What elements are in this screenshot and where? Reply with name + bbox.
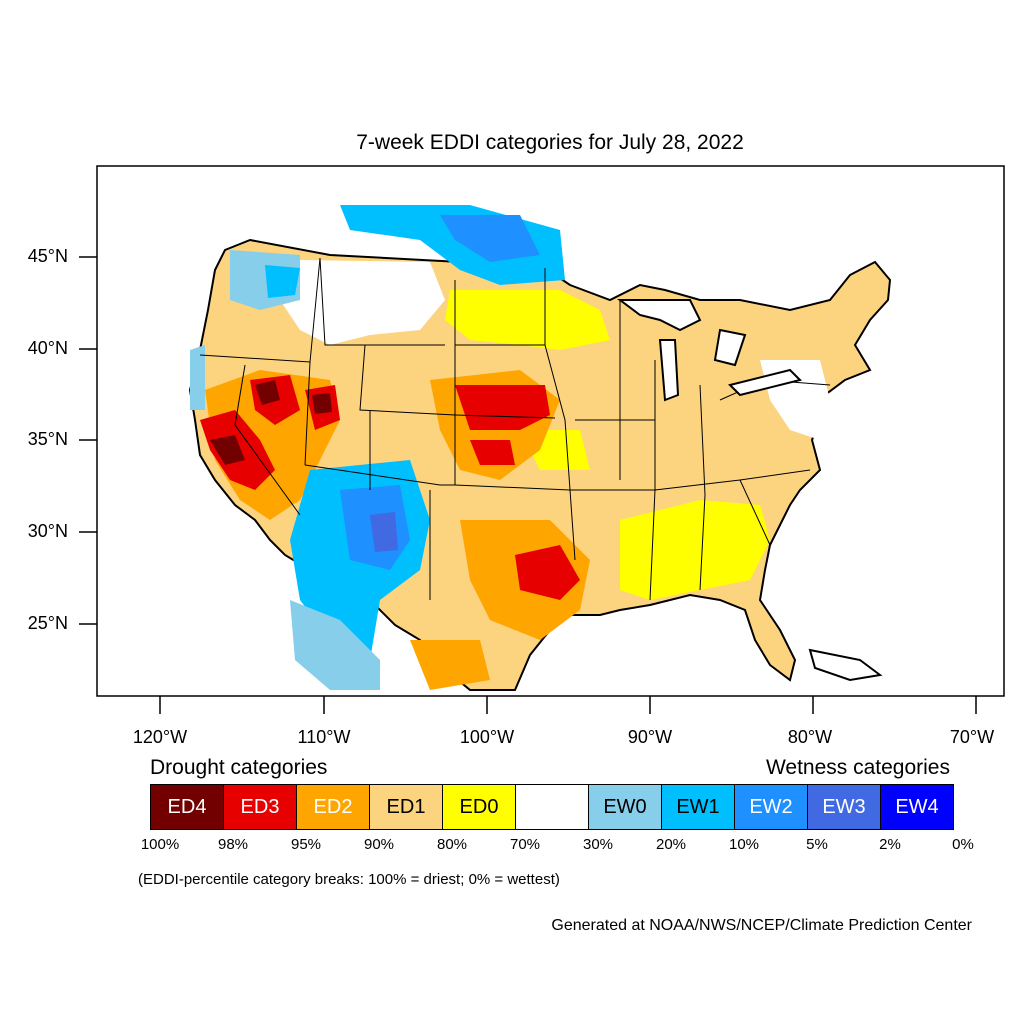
legend-box-ed0: ED0	[442, 784, 516, 830]
ew2-north	[440, 215, 540, 262]
percentile-break-label: 90%	[363, 836, 395, 853]
lon-label-110: 110°W	[297, 727, 351, 747]
caribbean-islands	[808, 648, 883, 682]
lat-label-30: 30°N	[27, 521, 68, 541]
lat-label-25: 25°N	[27, 613, 68, 633]
legend-box-ew1: EW1	[661, 784, 735, 830]
lon-label-100: 100°W	[459, 727, 515, 747]
wetness-heading: Wetness categories	[765, 756, 950, 779]
lon-label-70: 70°W	[949, 727, 995, 747]
lon-label-80: 80°W	[787, 727, 833, 747]
percentile-break-label: 2%	[879, 836, 901, 853]
map-frame	[96, 165, 1005, 697]
map-content	[188, 205, 892, 691]
ed3-texas	[515, 545, 580, 600]
axis-ticks	[79, 256, 977, 714]
ed0-northern-plains	[445, 290, 610, 350]
percentile-break-label: 5%	[806, 836, 828, 853]
percentile-break-label: 10%	[728, 836, 760, 853]
ed3-nebraska	[455, 385, 550, 430]
ed4-utah	[312, 393, 332, 414]
percentile-break-label: 30%	[582, 836, 614, 853]
great-lakes	[617, 299, 802, 402]
lon-label-90: 90°W	[627, 727, 673, 747]
legend-box-ew0: EW0	[588, 784, 662, 830]
percentile-break-label: 80%	[436, 836, 468, 853]
lat-label-45: 45°N	[27, 246, 68, 266]
category-note: (EDDI-percentile category breaks: 100% =…	[138, 871, 560, 888]
percentile-break-label: 98%	[217, 836, 249, 853]
map-title: 7-week EDDI categories for July 28, 2022	[356, 131, 744, 154]
lat-label-35: 35°N	[27, 429, 68, 449]
ed0-southeast	[620, 500, 770, 600]
legend-box-ew2: EW2	[734, 784, 808, 830]
ew0-west-coast	[190, 345, 205, 410]
percentile-break-label: 20%	[655, 836, 687, 853]
ed2-southwest-texas	[410, 640, 490, 690]
percentile-break-label: 100%	[140, 836, 180, 853]
legend-box-normal	[515, 784, 589, 830]
ed4-nevada	[255, 380, 280, 405]
ew3-southwest	[370, 512, 398, 552]
legend-box-ed3: ED3	[223, 784, 297, 830]
ew1-northwest	[265, 265, 300, 298]
ed3-kansas	[470, 440, 515, 465]
lon-label-120: 120°W	[132, 727, 188, 747]
state-boundaries	[199, 257, 831, 601]
legend-box-ed1: ED1	[369, 784, 443, 830]
ew0-southwest	[290, 600, 380, 690]
ed4-california	[210, 435, 245, 465]
lat-label-40: 40°N	[27, 338, 68, 358]
credit-text: Generated at NOAA/NWS/NCEP/Climate Predi…	[551, 917, 972, 934]
legend-box-ew4: EW4	[880, 784, 954, 830]
percentile-break-label: 95%	[290, 836, 322, 853]
percentile-break-label: 0%	[952, 836, 974, 853]
drought-heading: Drought categories	[150, 756, 328, 779]
legend-box-ed4: ED4	[150, 784, 224, 830]
percentile-break-label: 70%	[509, 836, 541, 853]
legend-box-ed2: ED2	[296, 784, 370, 830]
legend-box-ew3: EW3	[807, 784, 881, 830]
